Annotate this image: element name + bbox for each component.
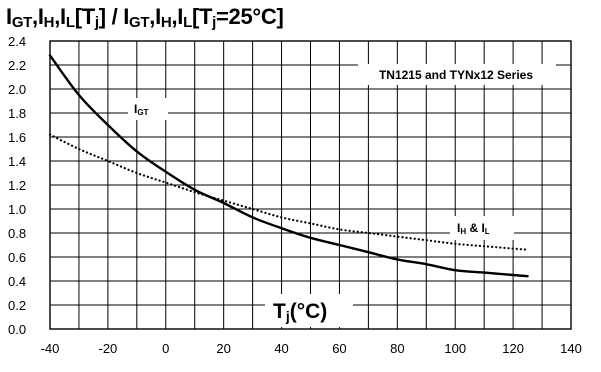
series-label-ih-il: IH & IL xyxy=(450,216,514,240)
svg-text:Tj(°C): Tj(°C) xyxy=(273,300,327,324)
x-tick-label: -20 xyxy=(98,341,117,356)
y-tick-label: 1.0 xyxy=(8,202,26,217)
series-label-igt: IGT xyxy=(128,98,168,120)
x-tick-label: 100 xyxy=(444,341,466,356)
plot-frame xyxy=(49,40,572,330)
annotation-text: TN1215 and TYNx12 Series xyxy=(379,68,533,82)
y-tick-label: 1.4 xyxy=(8,154,26,169)
svg-text:IGT: IGT xyxy=(134,102,149,117)
x-tick-label: 60 xyxy=(332,341,346,356)
y-tick-label: 0.8 xyxy=(8,226,26,241)
y-tick-label: 0.6 xyxy=(8,250,26,265)
y-tick-label: 1.6 xyxy=(8,130,26,145)
chart-title: IGT,IH,IL[Tj] / IGT,IH,IL[Tj=25°C] xyxy=(6,4,284,31)
y-tick-label: 0.4 xyxy=(8,274,26,289)
y-tick-label: 0.0 xyxy=(8,322,26,337)
series-line xyxy=(48,54,529,278)
series-layer xyxy=(48,54,529,278)
y-tick-label: 2.0 xyxy=(8,82,26,97)
svg-text:IH & IL: IH & IL xyxy=(457,221,490,236)
y-tick-label: 2.2 xyxy=(8,58,26,73)
x-tick-label: -40 xyxy=(41,341,60,356)
x-tick-label: 120 xyxy=(502,341,524,356)
y-tick-label: 1.8 xyxy=(8,106,26,121)
x-tick-label: 20 xyxy=(216,341,230,356)
x-tick-label: 140 xyxy=(560,341,582,356)
annotation-box: TN1215 and TYNx12 Series xyxy=(358,64,556,85)
y-tick-label: 2.4 xyxy=(8,34,26,49)
y-tick-label: 1.2 xyxy=(8,178,26,193)
tick-labels: -40 -20 0 20 40 60 80 100 120 140 0.0 0.2 0.4 0.6 0.8 1… xyxy=(8,34,582,356)
x-tick-label: 40 xyxy=(274,341,288,356)
y-tick-label: 0.2 xyxy=(8,298,26,313)
x-tick-label: 80 xyxy=(390,341,404,356)
x-tick-label: 0 xyxy=(162,341,169,356)
grid xyxy=(50,41,571,329)
x-axis-label: Tj(°C) xyxy=(265,294,353,327)
